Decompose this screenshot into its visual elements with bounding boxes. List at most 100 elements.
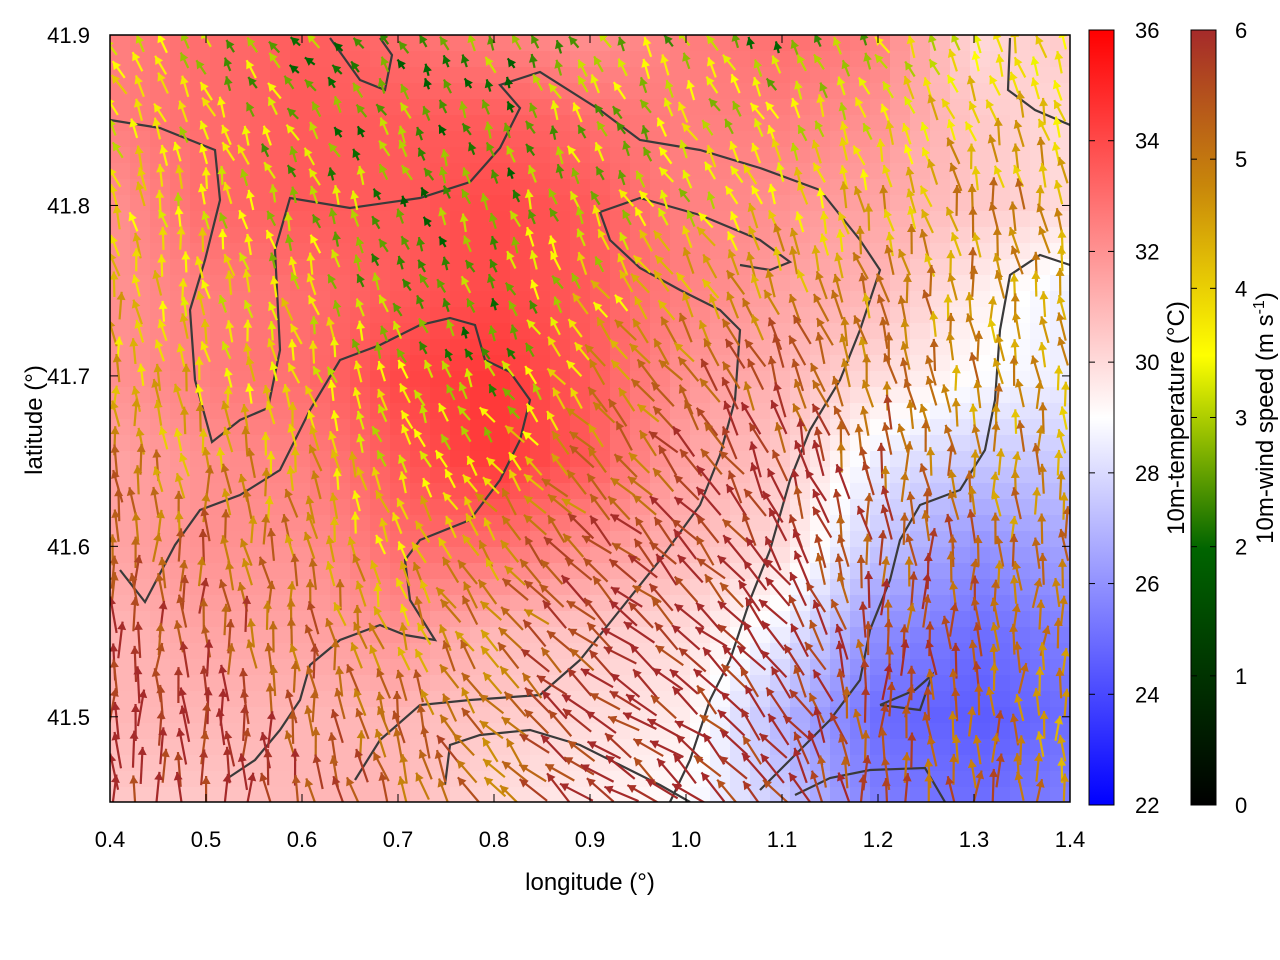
heat-cell <box>970 387 991 404</box>
heat-cell <box>270 771 291 788</box>
heat-cell <box>150 179 171 196</box>
heat-cell <box>690 99 711 116</box>
heat-cell <box>370 51 391 68</box>
heat-cell <box>550 259 571 276</box>
colorbar-tick-label: 1 <box>1235 664 1247 689</box>
heat-cell <box>790 163 811 180</box>
heat-cell <box>250 211 271 228</box>
wind-label-sup: -1 <box>1251 300 1268 314</box>
heat-cell <box>830 195 851 212</box>
heat-cell <box>870 403 891 420</box>
heat-cell <box>510 147 531 164</box>
heat-cell <box>290 291 311 308</box>
heat-cell <box>750 35 771 52</box>
heat-cell <box>270 451 291 468</box>
heat-cell <box>730 83 751 100</box>
heat-cell <box>210 323 231 340</box>
heat-cell <box>1030 643 1051 660</box>
heat-cell <box>930 611 951 628</box>
heat-cell <box>130 435 151 452</box>
heat-cell <box>930 595 951 612</box>
heat-cell <box>710 131 731 148</box>
heat-cell <box>530 99 551 116</box>
heat-cell <box>190 547 211 564</box>
heat-cell <box>470 275 491 292</box>
heat-cell <box>410 131 431 148</box>
heat-cell <box>450 35 471 52</box>
heat-cell <box>150 147 171 164</box>
heat-cell <box>750 723 771 740</box>
heat-cell <box>730 131 751 148</box>
heat-cell <box>690 35 711 52</box>
heat-cell <box>570 307 591 324</box>
heat-cell <box>850 147 871 164</box>
heat-cell <box>1010 115 1031 132</box>
heat-cell <box>730 179 751 196</box>
heat-cell <box>390 67 411 84</box>
heat-cell <box>990 499 1011 516</box>
heat-cell <box>370 67 391 84</box>
heat-cell <box>230 739 251 756</box>
heat-cell <box>570 371 591 388</box>
heat-cell <box>230 179 251 196</box>
heat-cell <box>430 51 451 68</box>
heat-cell <box>530 563 551 580</box>
heat-cell <box>530 147 551 164</box>
heat-cell <box>770 563 791 580</box>
heat-cell <box>590 451 611 468</box>
heat-cell <box>850 515 871 532</box>
heat-cell <box>930 147 951 164</box>
heat-cell <box>630 243 651 260</box>
heat-cell <box>470 403 491 420</box>
heat-cell <box>490 787 511 802</box>
heat-cell <box>510 371 531 388</box>
heat-cell <box>850 499 871 516</box>
heat-cell <box>430 675 451 692</box>
heat-cell <box>270 403 291 420</box>
heat-cell <box>550 227 571 244</box>
heat-cell <box>330 323 351 340</box>
heat-cell <box>370 579 391 596</box>
colorbar-tick-label: 26 <box>1135 572 1159 597</box>
heat-cell <box>550 323 571 340</box>
heat-cell <box>250 659 271 676</box>
heat-cell <box>590 339 611 356</box>
heat-cell <box>950 323 971 340</box>
heat-cell <box>650 387 671 404</box>
heat-cell <box>550 355 571 372</box>
heat-cell <box>390 243 411 260</box>
heat-cell <box>570 723 591 740</box>
heat-cell <box>230 387 251 404</box>
heat-cell <box>210 787 231 802</box>
heat-cell <box>250 371 271 388</box>
heat-cell <box>130 531 151 548</box>
heat-cell <box>870 307 891 324</box>
heat-cell <box>330 563 351 580</box>
heat-cell <box>210 339 231 356</box>
heat-cell <box>430 563 451 580</box>
heat-cell <box>530 659 551 676</box>
heat-cell <box>610 483 631 500</box>
heat-cell <box>350 355 371 372</box>
heat-cell <box>970 131 991 148</box>
heat-cell <box>190 195 211 212</box>
heat-cell <box>330 227 351 244</box>
heat-cell <box>890 211 911 228</box>
heat-cell <box>350 419 371 436</box>
heat-cell <box>290 211 311 228</box>
heat-cell <box>690 227 711 244</box>
heat-cell <box>770 355 791 372</box>
heat-cell <box>930 355 951 372</box>
heat-cell <box>610 179 631 196</box>
heat-cell <box>830 243 851 260</box>
heat-cell <box>390 131 411 148</box>
heat-cell <box>670 147 691 164</box>
heat-cell <box>130 787 151 802</box>
heat-cell <box>550 307 571 324</box>
heat-cell <box>110 499 131 516</box>
heat-cell <box>350 291 371 308</box>
colorbar-tick-label: 2 <box>1235 535 1247 560</box>
heat-cell <box>190 467 211 484</box>
heat-cell <box>410 83 431 100</box>
heat-cell <box>270 131 291 148</box>
